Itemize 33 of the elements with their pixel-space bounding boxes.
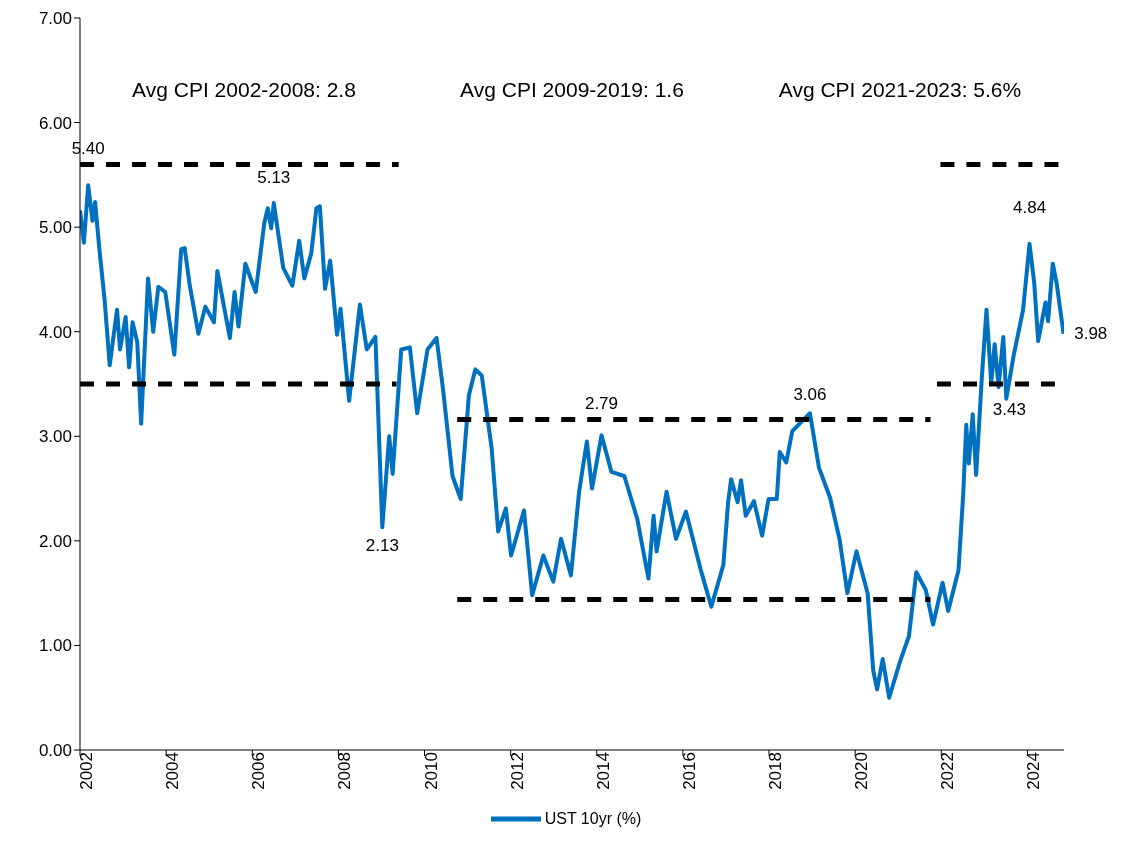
- y-tick-label: 5.00: [38, 218, 72, 238]
- x-tick-label: 2014: [593, 752, 613, 790]
- y-tick-label: 1.00: [38, 636, 72, 656]
- annotation: Avg CPI 2009-2019: 1.6: [459, 78, 685, 102]
- y-tick-label: 4.00: [38, 322, 72, 342]
- annotation: 5.40: [71, 138, 105, 158]
- x-tick-label: 2016: [679, 752, 699, 790]
- x-tick-label: 2020: [852, 752, 872, 790]
- x-tick-label: 2012: [507, 752, 527, 790]
- annotation: Avg CPI 2002-2008: 2.8: [131, 78, 357, 102]
- annotation: 3.06: [793, 384, 827, 404]
- y-tick-label: 2.00: [38, 531, 72, 551]
- x-tick-label: 2008: [335, 752, 355, 790]
- annotation: 2.79: [584, 394, 619, 414]
- annotation: 3.43: [992, 399, 1026, 419]
- x-tick-label: 2006: [249, 752, 269, 790]
- annotation: 3.98: [1074, 324, 1108, 344]
- y-tick-label: 0.00: [38, 741, 72, 761]
- x-tick-label: 2022: [938, 752, 958, 790]
- y-tick-label: 3.00: [38, 427, 72, 447]
- annotation: 4.84: [1013, 198, 1047, 218]
- line-series: [80, 183, 1064, 700]
- x-tick-label: 2002: [77, 752, 97, 790]
- x-tick-label: 2004: [163, 752, 183, 790]
- x-tick-label: 2010: [421, 752, 441, 790]
- annotation: 5.13: [257, 168, 291, 188]
- y-tick-label: 7.00: [38, 9, 72, 29]
- y-tick-label: 6.00: [38, 113, 72, 133]
- legend-label: UST 10yr (%): [544, 810, 642, 828]
- annotation: 2.13: [365, 535, 399, 555]
- annotation: Avg CPI 2021-2023: 5.6%: [777, 78, 1023, 102]
- x-tick-label: 2018: [766, 752, 786, 790]
- x-tick-label: 2024: [1024, 752, 1044, 790]
